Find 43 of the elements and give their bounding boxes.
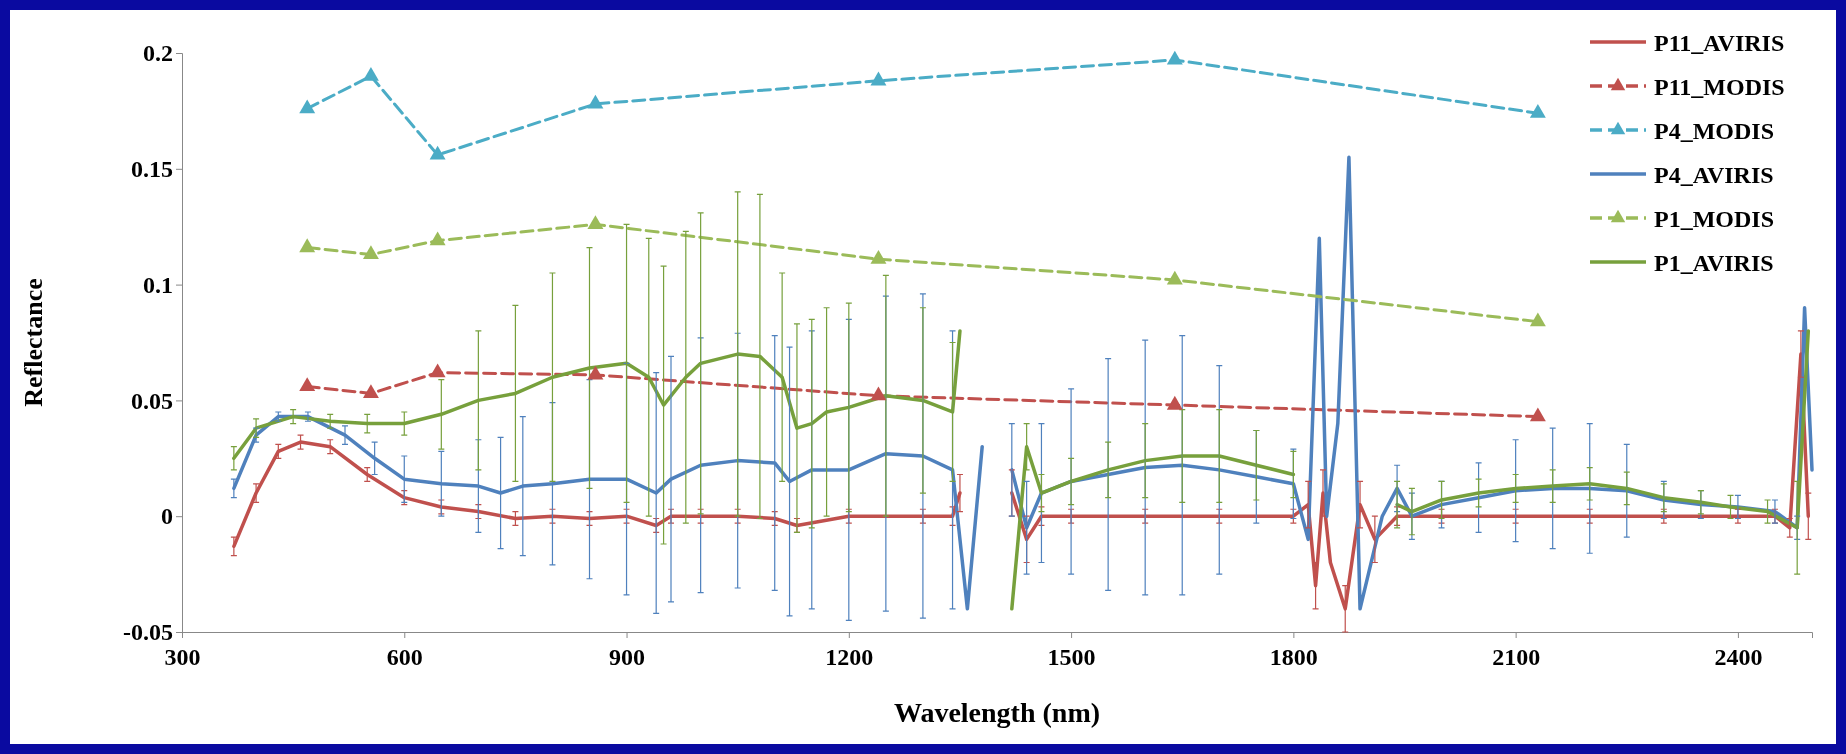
point [870,249,887,264]
point [1529,312,1546,327]
y-axis-title: Reflectance [19,278,48,407]
x-tick-label: 600 [386,644,423,670]
x-tick-label: 1500 [1047,644,1096,670]
point [587,215,604,229]
point [362,384,379,399]
y-tick-label: 0.2 [143,40,173,67]
x-tick-label: 900 [609,644,646,670]
legend-label: P1_MODIS [1654,206,1774,232]
y-tick-label: 0.1 [143,271,173,298]
point [1529,104,1546,118]
point [1166,395,1183,410]
x-tick-label: 1200 [825,644,874,670]
point [587,94,604,109]
point [362,245,379,260]
point [299,99,316,114]
point [870,71,887,86]
x-tick-label: 300 [164,644,201,670]
legend-label: P4_MODIS [1654,118,1774,144]
x-tick-label: 2100 [1492,644,1541,670]
legend-label: P11_MODIS [1654,74,1785,100]
point [299,377,316,392]
legend-label: P4_AVIRIS [1654,162,1774,188]
point [1529,407,1546,422]
y-tick-label: 0.15 [131,155,173,182]
point [870,386,887,401]
y-tick-label: 0 [161,503,173,530]
y-tick-label: 0.05 [131,387,173,414]
point [1166,270,1183,285]
point [429,231,446,246]
point [429,145,446,160]
x-tick-label: 1800 [1269,644,1318,670]
point [1166,50,1183,65]
point [362,66,379,81]
point [299,238,316,253]
point [587,365,604,380]
legend-label: P1_AVIRIS [1654,250,1774,276]
x-tick-label: 2400 [1714,644,1763,670]
legend-label: P11_AVIRIS [1654,30,1785,56]
x-axis-title: Wavelength (nm) [893,697,1101,728]
point [429,363,446,378]
y-tick-label: -0.05 [123,619,173,646]
